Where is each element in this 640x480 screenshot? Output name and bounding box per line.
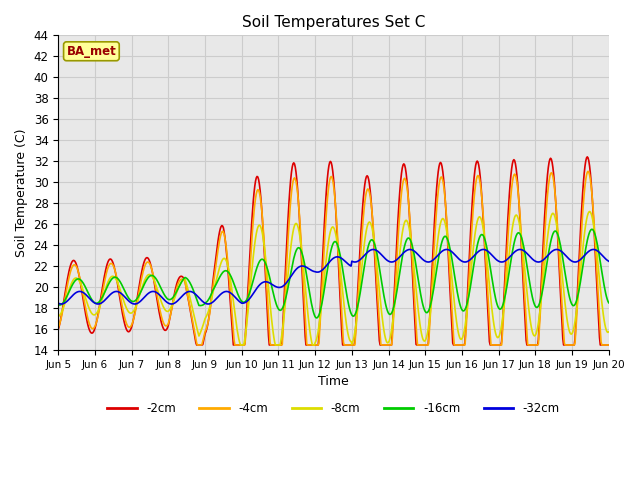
Text: BA_met: BA_met <box>67 45 116 58</box>
Legend: -2cm, -4cm, -8cm, -16cm, -32cm: -2cm, -4cm, -8cm, -16cm, -32cm <box>102 397 564 420</box>
Y-axis label: Soil Temperature (C): Soil Temperature (C) <box>15 129 28 257</box>
X-axis label: Time: Time <box>318 375 349 388</box>
Title: Soil Temperatures Set C: Soil Temperatures Set C <box>242 15 425 30</box>
